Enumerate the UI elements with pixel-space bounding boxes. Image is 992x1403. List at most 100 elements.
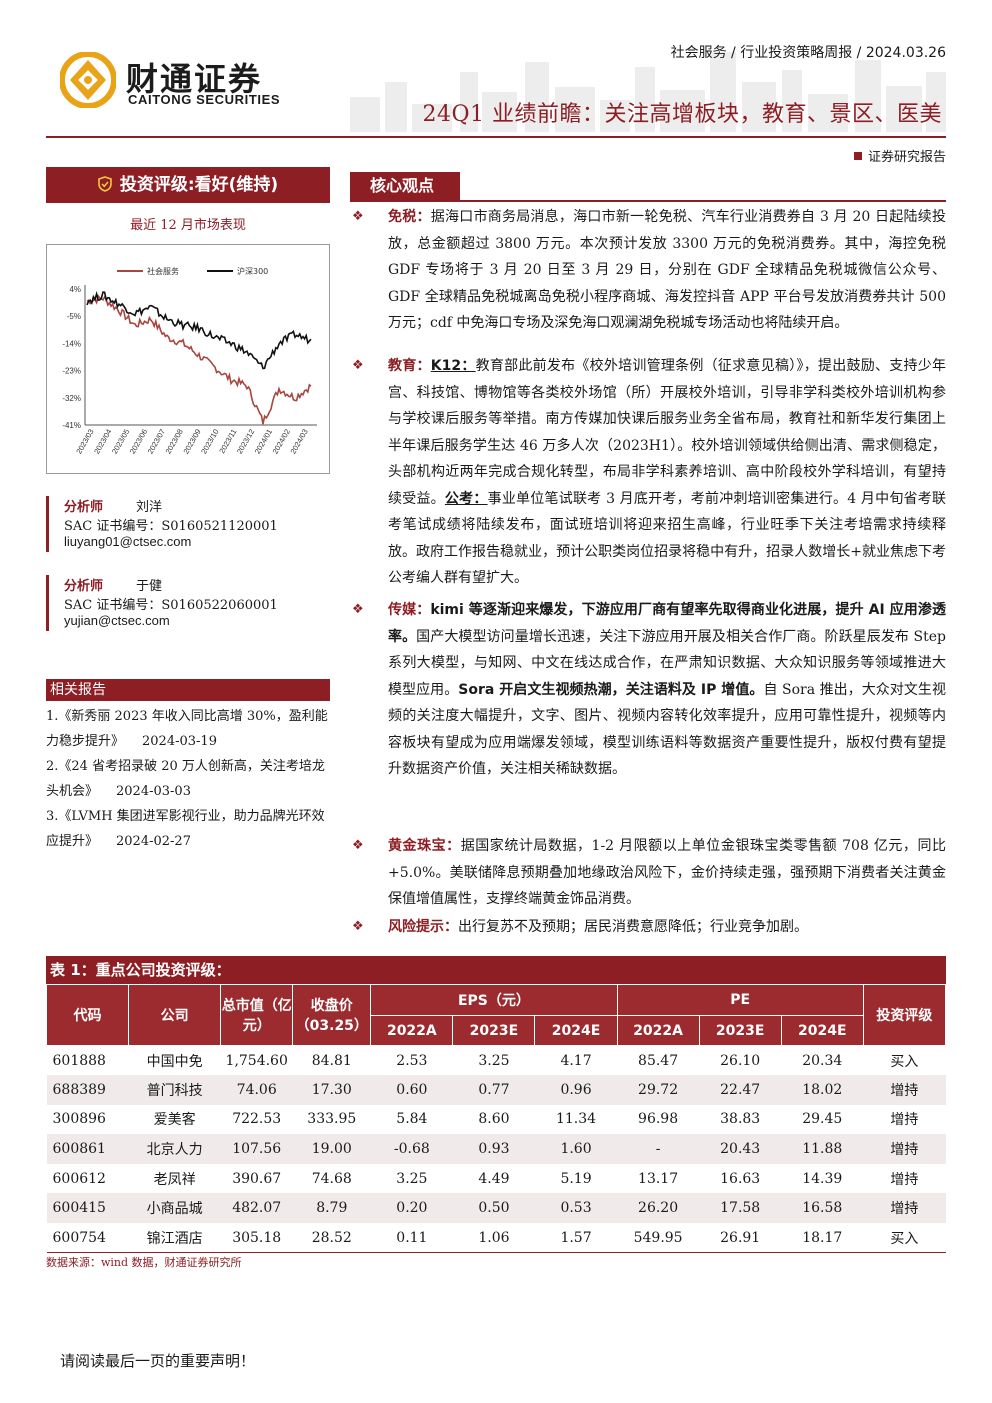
analyst-name: 刘洋 bbox=[136, 500, 163, 515]
square-bullet-icon bbox=[853, 152, 862, 160]
bullet-text: 国产大模型访问量增长迅速，关注下游应用开展及相关合作厂商。阶跃星辰发布 Step… bbox=[388, 628, 946, 698]
cell-eps-2023e: 4.49 bbox=[478, 1170, 510, 1187]
cell-rating: 增持 bbox=[863, 1134, 946, 1164]
analyst-email[interactable]: yujian@ctsec.com bbox=[64, 613, 170, 628]
diamond-bullet-icon: ❖ bbox=[352, 209, 364, 224]
related-report-title: 2.《24 省考招录破 20 万人创新高，关注考培龙头机会》 bbox=[46, 759, 325, 799]
col-header-year: 2024E bbox=[780, 1015, 864, 1046]
bullet-text: 自 Sora 推出，大众对文生视频的关注度大幅提升，文字、图片、视频内容转化效率… bbox=[388, 681, 946, 778]
col-header-company: 公司 bbox=[128, 984, 222, 1046]
related-report-date: 2024-03-03 bbox=[116, 784, 191, 799]
breadcrumb: 社会服务 / 行业投资策略周报 / 2024.03.26 bbox=[670, 45, 946, 61]
related-reports-list: 1.《新秀丽 2023 年收入同比高增 30%，盈利能力稳步提升》 2024-03… bbox=[46, 704, 332, 854]
cell-eps-2023e: 1.06 bbox=[452, 1223, 535, 1254]
cell-code: 688389 bbox=[46, 1075, 129, 1105]
diamond-bullet-icon: ❖ bbox=[352, 919, 364, 934]
cell-pe-2022a: - bbox=[617, 1134, 700, 1164]
col-header-year: 2022A bbox=[616, 1015, 700, 1046]
analyst-role: 分析师 bbox=[64, 500, 104, 515]
col-header-year: 2022A bbox=[370, 1015, 454, 1046]
report-title: 24Q1 业绩前瞻：关注高增板块，教育、景区、医美 bbox=[422, 102, 942, 127]
footer-disclaimer: 请阅读最后一页的重要声明！ bbox=[60, 1352, 256, 1370]
bullet-label: 黄金珠宝： bbox=[388, 838, 461, 854]
legend-label: 沪深300 bbox=[237, 266, 268, 276]
table-row: 601888 中国中免 1,754.60 84.81 2.53 3.25 4.17 85.47… bbox=[47, 1046, 946, 1076]
related-report-date: 2024-02-27 bbox=[116, 834, 191, 849]
header-divider bbox=[46, 136, 946, 138]
brand-name-cn: 财通证券 bbox=[126, 60, 263, 98]
cell-rating: 增持 bbox=[863, 1075, 946, 1105]
col-header-year: 2024E bbox=[534, 1015, 618, 1046]
cell-eps-2022a: 0.11 bbox=[370, 1223, 453, 1254]
y-tick-label: -41% bbox=[62, 421, 81, 430]
related-report-item[interactable]: 1.《新秀丽 2023 年收入同比高增 30%，盈利能力稳步提升》 2024-03… bbox=[46, 704, 332, 754]
cell-pe-2024e: 16.58 bbox=[781, 1193, 864, 1224]
cell-company: 中国中免 bbox=[146, 1053, 203, 1070]
cell-pe-2022a: 96.98 bbox=[638, 1111, 679, 1128]
col-header-code: 代码 bbox=[45, 984, 130, 1046]
analyst-role: 分析师 bbox=[64, 579, 104, 594]
cell-company: 爱美客 bbox=[153, 1112, 196, 1129]
related-reports-heading: 相关报告 bbox=[46, 679, 330, 701]
cell-rating: 增持 bbox=[890, 1171, 919, 1188]
cell-mktcap: 74.06 bbox=[220, 1075, 293, 1105]
cell-mktcap: 482.07 bbox=[220, 1193, 293, 1224]
y-tick-label: 4% bbox=[69, 285, 81, 294]
cell-mktcap: 305.18 bbox=[220, 1223, 293, 1254]
bullet-emphasis: kimi 等逐渐迎来爆发，下游应用厂商有望率先取得商业化进展，提升 AI 应用渗… bbox=[388, 602, 946, 645]
cell-eps-2024e: 5.19 bbox=[560, 1170, 592, 1187]
cell-close: 28.52 bbox=[292, 1223, 371, 1254]
related-report-title: 3.《LVMH 集团进军影视行业，助力品牌光环效应提升》 bbox=[46, 809, 325, 849]
bullet-label: 教育： bbox=[388, 358, 431, 374]
y-tick-label: -14% bbox=[62, 339, 81, 348]
cell-eps-2022a: -0.68 bbox=[370, 1134, 453, 1164]
company-logo: 财通证券 CAITONG SECURITIES bbox=[60, 52, 300, 112]
cell-close: 19.00 bbox=[292, 1134, 371, 1164]
bullet-text: 据海口市商务局消息，海口市新一轮免税、汽车行业消费券自 3 月 20 日起陆续投… bbox=[388, 209, 946, 331]
cell-pe-2024e: 11.88 bbox=[781, 1134, 864, 1164]
related-report-title: 1.《新秀丽 2023 年收入同比高增 30%，盈利能力稳步提升》 bbox=[46, 709, 328, 749]
cell-eps-2023e: 8.60 bbox=[478, 1111, 510, 1128]
report-type: 证券研究报告 bbox=[853, 146, 946, 165]
cell-mktcap: 390.67 bbox=[232, 1170, 282, 1187]
rating-banner: 投资评级:看好(维持) bbox=[46, 167, 330, 203]
cell-close: 8.79 bbox=[292, 1193, 371, 1224]
cell-company: 小商品城 bbox=[128, 1193, 221, 1224]
analyst-sac: SAC 证书编号：S0160521120001 bbox=[64, 519, 278, 534]
col-header-rating: 投资评级 bbox=[862, 984, 947, 1046]
related-report-item[interactable]: 3.《LVMH 集团进军影视行业，助力品牌光环效应提升》 2024-02-27 bbox=[46, 804, 332, 854]
rating-label: 投资评级:看好(维持) bbox=[119, 175, 279, 195]
cell-eps-2022a: 5.84 bbox=[396, 1111, 428, 1128]
bullet-text: 出行复苏不及预期；居民消费意愿降低；行业竞争加剧。 bbox=[458, 919, 808, 935]
table-row: 688389 普门科技 74.06 17.30 0.60 0.77 0.96 29.72 22.… bbox=[46, 1075, 946, 1105]
cell-code: 601888 bbox=[52, 1052, 106, 1069]
cell-eps-2022a: 3.25 bbox=[396, 1170, 428, 1187]
cell-pe-2024e: 18.02 bbox=[781, 1075, 864, 1105]
company-ratings-table: 代码 公司 总市值（亿元） 收盘价（03.25） EPS（元） PE 投资评级 … bbox=[45, 984, 947, 1254]
cell-mktcap: 1,754.60 bbox=[225, 1052, 288, 1069]
shield-icon bbox=[98, 176, 112, 192]
cell-eps-2023e: 0.50 bbox=[452, 1193, 535, 1224]
cell-eps-2024e: 1.60 bbox=[534, 1134, 618, 1164]
cell-pe-2022a: 29.72 bbox=[617, 1075, 700, 1105]
cell-close: 333.95 bbox=[307, 1111, 357, 1128]
market-performance-chart: 4% -5% -14% -23% -32% -41% 2023/03 2023/04 2023/… bbox=[46, 244, 330, 474]
cell-close: 74.68 bbox=[311, 1170, 352, 1187]
cell-rating: 买入 bbox=[863, 1223, 946, 1254]
related-report-item[interactable]: 2.《24 省考招录破 20 万人创新高，关注考培龙头机会》 2024-03-03 bbox=[46, 754, 332, 804]
cell-pe-2024e: 20.34 bbox=[802, 1052, 843, 1069]
col-header-pe: PE bbox=[616, 984, 864, 1016]
cell-pe-2022a: 549.95 bbox=[617, 1223, 700, 1254]
bullet-text: 事业单位笔试联考 3 月底开考，考前冲刺培训密集进行。4 月中旬省考联考笔试成绩… bbox=[388, 490, 947, 587]
cell-mktcap: 722.53 bbox=[232, 1111, 282, 1128]
analyst-name: 于健 bbox=[136, 579, 163, 594]
brand-name-en: CAITONG SECURITIES bbox=[128, 92, 281, 107]
analyst-email[interactable]: liuyang01@ctsec.com bbox=[64, 534, 192, 549]
cell-company: 老凤祥 bbox=[153, 1171, 196, 1188]
k12-label: K12： bbox=[430, 358, 476, 374]
legend-label: 社会服务 bbox=[147, 266, 179, 276]
cell-mktcap: 107.56 bbox=[220, 1134, 293, 1164]
x-tick-label: 2024/03 bbox=[288, 428, 309, 456]
diamond-bullet-icon: ❖ bbox=[352, 602, 364, 617]
bullet-label: 传媒： bbox=[388, 602, 431, 618]
